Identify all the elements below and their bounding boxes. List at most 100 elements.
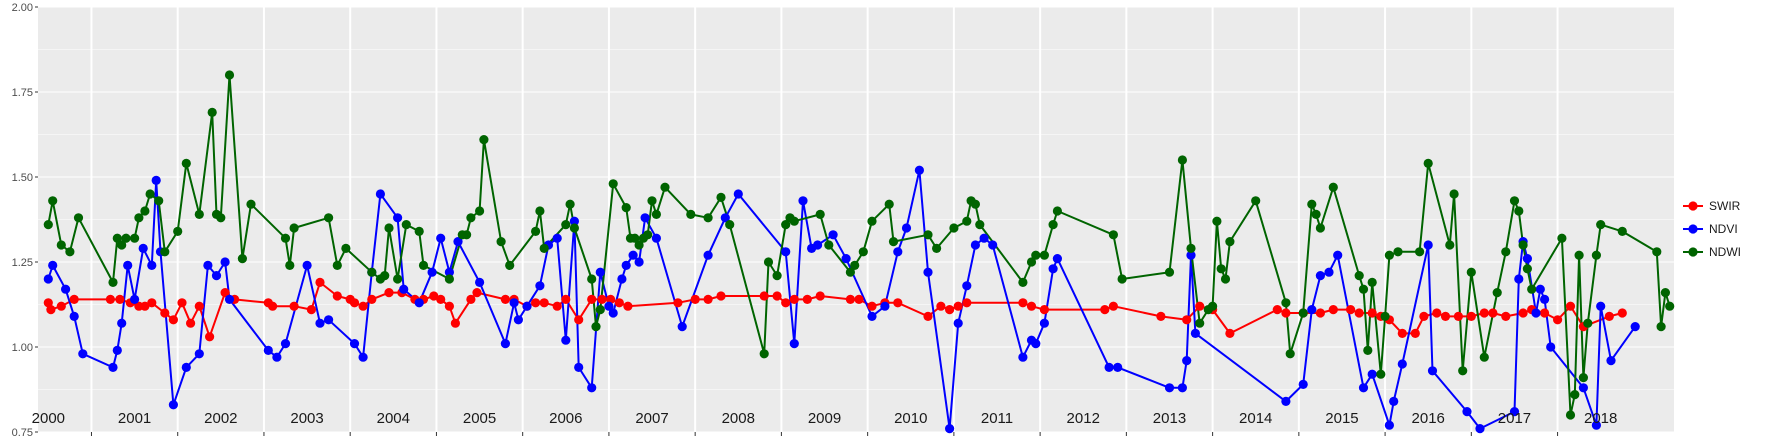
data-point-ndwi	[781, 220, 791, 230]
data-point-swir	[289, 301, 299, 311]
data-point-swir	[436, 294, 446, 304]
data-point-ndwi	[479, 135, 489, 145]
data-point-ndvi	[945, 424, 955, 434]
data-point-ndwi	[888, 237, 899, 247]
data-point-ndwi	[1026, 257, 1037, 267]
data-point-ndwi	[466, 213, 476, 223]
data-point-ndvi	[923, 267, 933, 277]
data-point-ndwi	[1557, 233, 1567, 243]
data-point-swir	[1281, 308, 1291, 318]
x-axis	[90, 432, 1559, 436]
data-point-ndvi	[1606, 356, 1616, 366]
data-point-ndvi	[399, 284, 409, 294]
data-point-ndwi	[1018, 277, 1028, 287]
data-point-swir	[1604, 311, 1614, 321]
data-point-ndwi	[1285, 349, 1295, 359]
data-point-ndvi	[61, 284, 71, 294]
data-point-ndvi	[1514, 274, 1524, 284]
data-point-swir	[1195, 301, 1205, 311]
data-point-ndvi	[375, 189, 385, 199]
data-point-swir	[1315, 308, 1325, 318]
data-point-swir	[1440, 311, 1451, 321]
year-label: 2011	[981, 410, 1013, 427]
data-point-ndwi	[1307, 199, 1317, 209]
data-point-ndwi	[475, 206, 485, 216]
data-point-swir	[867, 301, 877, 311]
data-point-ndwi	[108, 277, 118, 287]
data-point-swir	[194, 301, 204, 311]
data-point-swir	[1565, 301, 1576, 311]
data-point-swir	[1039, 305, 1049, 315]
data-point-ndwi	[1186, 243, 1196, 253]
data-point-ndvi	[123, 260, 133, 270]
data-point-ndwi	[1216, 264, 1226, 274]
year-label: 2003	[290, 410, 323, 427]
data-point-ndvi	[1462, 407, 1472, 417]
data-point-ndwi	[117, 240, 127, 250]
data-point-ndwi	[1358, 284, 1369, 294]
data-point-ndwi	[289, 223, 299, 233]
data-point-ndvi	[1048, 264, 1058, 274]
data-point-ndwi	[194, 209, 204, 219]
data-point-swir	[561, 294, 571, 304]
data-point-ndvi	[151, 175, 161, 185]
data-point-ndvi	[117, 318, 127, 328]
data-point-ndwi	[1208, 301, 1218, 311]
data-point-ndvi	[1113, 362, 1123, 372]
data-point-ndwi	[789, 216, 799, 226]
data-point-ndvi	[315, 318, 325, 328]
data-point-ndwi	[772, 271, 782, 281]
data-point-ndvi	[1591, 420, 1601, 430]
data-point-ndvi	[324, 315, 334, 325]
data-point-ndvi	[1475, 424, 1485, 434]
data-point-ndwi	[1380, 311, 1390, 321]
data-point-swir	[716, 291, 726, 301]
legend: SWIR NDVI NDWI	[1683, 199, 1741, 259]
data-point-ndwi	[48, 196, 58, 206]
data-point-ndvi	[436, 233, 446, 243]
data-point-ndwi	[1367, 277, 1377, 287]
data-point-swir	[1518, 308, 1528, 318]
data-point-swir	[1501, 311, 1511, 321]
data-point-ndvi	[513, 315, 524, 325]
data-point-ndvi	[1630, 322, 1640, 332]
data-point-ndwi	[224, 70, 235, 80]
data-point-ndvi	[393, 213, 403, 223]
data-point-ndwi	[73, 213, 84, 223]
data-point-swir	[802, 294, 812, 304]
data-point-ndwi	[1363, 345, 1373, 355]
data-point-ndvi	[108, 362, 118, 372]
data-point-ndvi	[1298, 379, 1308, 389]
year-label: 2000	[32, 410, 65, 427]
data-point-swir	[1367, 308, 1377, 318]
data-point-ndvi	[48, 260, 58, 270]
data-point-ndwi	[332, 260, 342, 270]
data-point-ndwi	[65, 247, 75, 257]
data-point-ndvi	[1509, 407, 1520, 417]
data-point-swir	[466, 294, 476, 304]
data-point-ndvi	[147, 260, 157, 270]
data-point-ndwi	[858, 247, 868, 257]
data-point-ndwi	[1281, 298, 1291, 308]
data-point-ndwi	[181, 158, 191, 168]
data-point-swir	[1225, 328, 1235, 338]
data-point-ndwi	[975, 220, 985, 230]
data-point-ndvi	[1531, 308, 1541, 318]
data-point-ndvi	[841, 254, 851, 264]
data-point-ndvi	[798, 196, 808, 206]
data-point-ndwi	[1108, 230, 1118, 240]
data-point-swir	[1018, 298, 1028, 308]
data-point-ndwi	[1492, 288, 1502, 298]
data-point-swir	[759, 291, 769, 301]
data-point-ndwi	[160, 247, 170, 257]
y-tick-label: 0.75	[12, 427, 33, 439]
data-point-ndwi	[884, 199, 894, 209]
y-tick-label: 1.00	[12, 342, 33, 354]
legend-key-point	[1688, 224, 1698, 234]
data-point-ndvi	[220, 257, 230, 267]
data-point-ndvi	[211, 271, 222, 281]
data-point-swir	[56, 301, 66, 311]
data-point-ndwi	[173, 226, 183, 236]
year-label: 2001	[118, 410, 151, 427]
data-point-ndwi	[850, 260, 860, 270]
